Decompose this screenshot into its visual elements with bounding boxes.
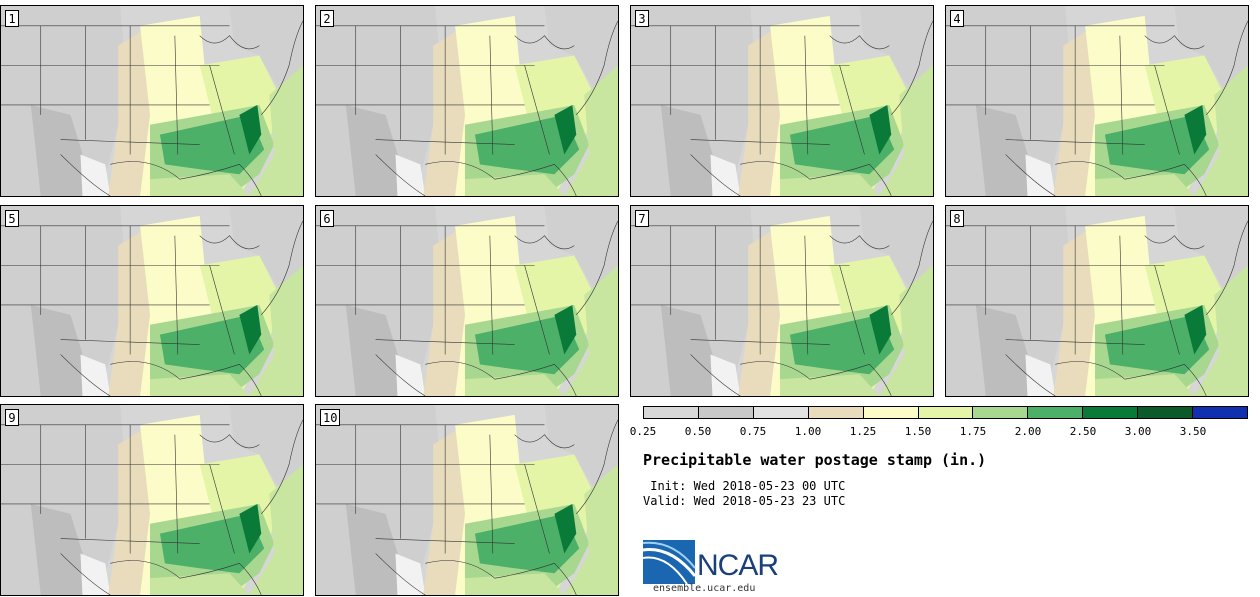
colorbar-tick-label: 0.50: [684, 425, 712, 438]
colorbar-tick-label: 2.50: [1069, 425, 1097, 438]
map-stamp: 2: [315, 5, 619, 197]
colorbar-tick-label: 0.25: [629, 425, 657, 438]
map-stamp: 8: [945, 205, 1249, 397]
stamp-member-number: 6: [320, 210, 334, 227]
stamp-member-number: 5: [5, 210, 19, 227]
stamp-member-number: 7: [635, 210, 649, 227]
map-stamp: 9: [0, 404, 304, 596]
colorbar-tick-label: 3.00: [1124, 425, 1152, 438]
ncar-logo-icon: [643, 540, 697, 584]
colorbar-segment: [863, 407, 919, 418]
colorbar-segment: [808, 407, 864, 418]
map-stamp: 1: [0, 5, 304, 197]
stamp-member-number: 4: [950, 10, 964, 27]
map-stamp: 5: [0, 205, 304, 397]
stamp-member-number: 10: [320, 409, 341, 426]
colorbar-segment: [698, 407, 754, 418]
colorbar-tick-label: 3.50: [1179, 425, 1207, 438]
ncar-logo-text: NCAR: [697, 549, 779, 582]
map-stamp: 6: [315, 205, 619, 397]
stamp-member-number: 9: [5, 409, 19, 426]
stamp-member-number: 2: [320, 10, 334, 27]
colorbar-segment: [973, 407, 1029, 418]
colorbar-tick-label: 0.75: [739, 425, 767, 438]
colorbar-segment: [1193, 407, 1247, 418]
ensemble-url[interactable]: ensemble.ucar.edu: [653, 583, 756, 594]
valid-time: Valid: Wed 2018-05-23 23 UTC: [643, 494, 846, 508]
colorbar-segment: [1083, 407, 1139, 418]
colorbar-segment: [918, 407, 974, 418]
colorbar-tick-label: 1.75: [959, 425, 987, 438]
colorbar-segment: [1138, 407, 1194, 418]
map-stamp: 7: [630, 205, 934, 397]
colorbar: [643, 406, 1248, 419]
init-time: Init: Wed 2018-05-23 00 UTC: [643, 479, 846, 493]
map-stamp: 10: [315, 404, 619, 596]
colorbar-segment: [753, 407, 809, 418]
colorbar-segment: [644, 407, 699, 418]
chart-title: Precipitable water postage stamp (in.): [643, 451, 987, 469]
stamp-member-number: 1: [5, 10, 19, 27]
colorbar-tick-label: 1.25: [849, 425, 877, 438]
colorbar-segment: [1028, 407, 1084, 418]
stamp-member-number: 3: [635, 10, 649, 27]
colorbar-tick-label: 2.00: [1014, 425, 1042, 438]
map-stamp: 4: [945, 5, 1249, 197]
map-stamp: 3: [630, 5, 934, 197]
colorbar-tick-label: 1.50: [904, 425, 932, 438]
colorbar-tick-label: 1.00: [794, 425, 822, 438]
stamp-member-number: 8: [950, 210, 964, 227]
